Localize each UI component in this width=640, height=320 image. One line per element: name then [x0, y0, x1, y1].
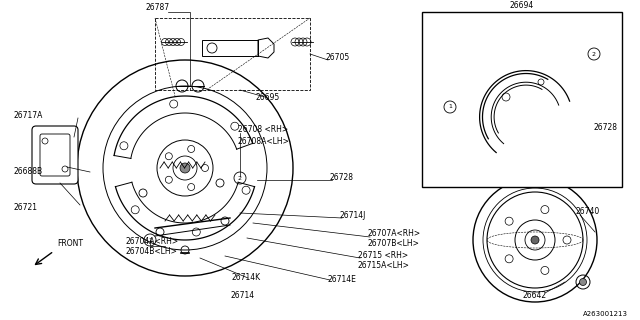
- Text: 26715 <RH>: 26715 <RH>: [358, 251, 408, 260]
- Text: 2: 2: [238, 175, 242, 180]
- Text: 1: 1: [448, 105, 452, 109]
- Text: 26787: 26787: [146, 4, 170, 12]
- Circle shape: [180, 163, 190, 173]
- FancyBboxPatch shape: [40, 134, 70, 176]
- Circle shape: [531, 236, 539, 244]
- Circle shape: [579, 278, 586, 285]
- Text: 26721: 26721: [14, 203, 38, 212]
- Text: 2: 2: [592, 52, 596, 57]
- Text: 26704A<RH>: 26704A<RH>: [125, 236, 178, 245]
- Text: 1: 1: [148, 237, 152, 243]
- Bar: [202, 40, 258, 56]
- Text: FRONT: FRONT: [57, 239, 83, 248]
- Text: 26695: 26695: [255, 92, 279, 101]
- Text: 26714: 26714: [231, 291, 255, 300]
- FancyBboxPatch shape: [32, 126, 78, 184]
- Text: A263001213: A263001213: [583, 311, 628, 317]
- Text: 26714E: 26714E: [328, 276, 357, 284]
- Text: 26642: 26642: [523, 292, 547, 300]
- Text: 26717A: 26717A: [14, 110, 44, 119]
- Bar: [422, 12, 622, 187]
- Text: 26714K: 26714K: [232, 274, 261, 283]
- Text: 26708A<LH>: 26708A<LH>: [238, 137, 290, 146]
- Text: 26715A<LH>: 26715A<LH>: [358, 261, 410, 270]
- Text: 26714J: 26714J: [340, 211, 366, 220]
- Text: 26728: 26728: [593, 123, 617, 132]
- Text: 26705: 26705: [325, 52, 349, 61]
- Text: 26728: 26728: [330, 172, 354, 181]
- Text: 26694: 26694: [510, 2, 534, 11]
- Text: 26740: 26740: [575, 207, 599, 217]
- Bar: [155, 18, 310, 90]
- Text: 26707A<RH>: 26707A<RH>: [368, 228, 421, 237]
- Text: 26707B<LH>: 26707B<LH>: [368, 239, 420, 249]
- Text: 26704B<LH>: 26704B<LH>: [125, 247, 177, 257]
- Text: 26708 <RH>: 26708 <RH>: [238, 125, 288, 134]
- Text: 26688B: 26688B: [14, 167, 43, 177]
